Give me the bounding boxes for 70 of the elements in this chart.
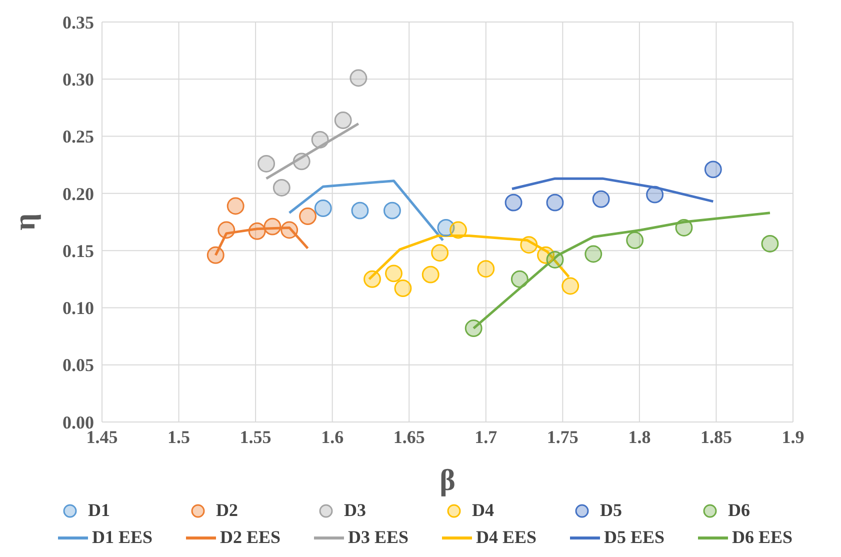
point: [675, 219, 693, 236]
legend-label: D6 EES: [732, 527, 793, 548]
legend-label: D3 EES: [348, 527, 409, 548]
y-axis-title: η: [8, 213, 42, 231]
point: [477, 260, 495, 278]
legend-label: D5: [600, 500, 622, 521]
point: [562, 277, 580, 295]
legend-label: D4 EES: [476, 527, 537, 548]
legend-label: D4: [472, 500, 494, 521]
point: [258, 155, 276, 172]
legend-label: D3: [344, 500, 366, 521]
point: [592, 190, 610, 208]
point: [431, 244, 449, 262]
point: [351, 202, 369, 220]
point: [761, 235, 779, 252]
point: [584, 245, 602, 263]
y-tick-label: 0.00: [62, 412, 94, 432]
point: [546, 251, 564, 268]
legend-label: D5 EES: [604, 527, 665, 548]
legend-label: D2 EES: [220, 527, 281, 548]
point: [394, 280, 412, 297]
y-tick-label: 0.25: [62, 126, 94, 147]
point: [264, 218, 282, 236]
point: [334, 112, 352, 129]
line-series: [510, 177, 714, 203]
point: [704, 160, 722, 178]
x-tick-label: 1.85: [700, 426, 732, 447]
x-tick-label: 1.5: [168, 426, 190, 447]
point: [464, 320, 482, 337]
x-axis-title: β: [440, 464, 456, 497]
point: [385, 264, 402, 282]
point: [248, 222, 266, 240]
legend-label: D6: [728, 500, 750, 521]
point: [450, 221, 467, 239]
y-tick-label: 0.30: [62, 70, 94, 90]
point: [292, 152, 310, 170]
point: [626, 232, 644, 249]
x-tick-label: 1.8: [628, 426, 651, 447]
y-tick-label: 0.35: [62, 12, 94, 32]
point: [218, 221, 236, 239]
point: [299, 208, 316, 225]
point: [520, 236, 538, 254]
point: [546, 194, 564, 212]
point: [364, 270, 381, 288]
point: [226, 197, 244, 215]
x-tick-label: 1.75: [546, 426, 578, 447]
x-tick-label: 1.65: [393, 426, 425, 447]
y-tick-label: 0.15: [62, 240, 94, 261]
point: [646, 186, 664, 204]
point: [422, 266, 440, 284]
point: [311, 131, 329, 148]
legend-label: D2: [216, 500, 238, 521]
x-tick-label: 1.6: [321, 426, 344, 447]
x-tick-label: 1.7: [474, 426, 498, 447]
legend-label: D1 EES: [92, 527, 153, 548]
x-tick-label: 1.55: [240, 426, 272, 447]
point: [280, 221, 298, 239]
y-tick-label: 0.10: [62, 298, 94, 318]
line-series: [288, 180, 444, 242]
point: [350, 69, 368, 87]
legend-label: D1: [88, 500, 110, 521]
point: [272, 179, 290, 196]
point: [383, 202, 401, 220]
y-tick-label: 0.05: [62, 355, 94, 376]
point: [504, 194, 522, 212]
point: [314, 200, 332, 217]
point: [206, 246, 224, 264]
x-tick-label: 1.9: [782, 426, 804, 447]
y-tick-label: 0.20: [62, 184, 94, 204]
point: [510, 270, 528, 288]
